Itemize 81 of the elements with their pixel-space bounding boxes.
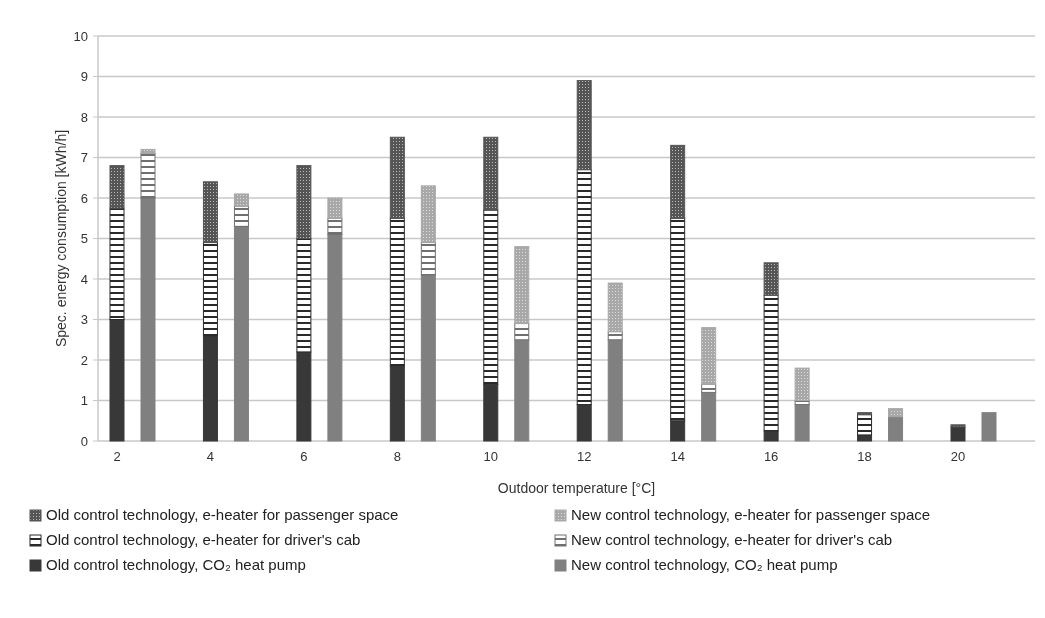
bar bbox=[670, 144, 686, 219]
bar bbox=[327, 233, 343, 442]
bar bbox=[888, 408, 904, 418]
bar bbox=[327, 217, 343, 235]
bar bbox=[202, 335, 218, 442]
bar bbox=[327, 197, 343, 219]
bar bbox=[514, 323, 530, 341]
legend-label: New control technology, e-heater for passenger space bbox=[571, 506, 931, 523]
bar bbox=[296, 165, 312, 239]
bar bbox=[701, 391, 717, 442]
bar bbox=[576, 80, 592, 171]
bar bbox=[109, 207, 125, 320]
x-tick-label: 6 bbox=[300, 449, 308, 464]
y-tick-label: 6 bbox=[80, 190, 88, 206]
y-axis-title: Spec. energy consumption [kWh/h] bbox=[53, 129, 69, 348]
legend-label: Old control technology, e-heater for passenger space bbox=[46, 506, 399, 523]
bar bbox=[389, 136, 405, 219]
bar bbox=[950, 426, 966, 442]
bar bbox=[233, 205, 249, 227]
bar bbox=[576, 404, 592, 442]
x-tick-label: 12 bbox=[576, 449, 592, 464]
bar bbox=[763, 294, 779, 432]
bar bbox=[483, 136, 499, 211]
bar bbox=[140, 197, 156, 442]
legend-label: New control technology, e-heater for driver's cab bbox=[571, 531, 893, 548]
bar bbox=[857, 414, 873, 436]
bar bbox=[483, 209, 499, 385]
bar bbox=[670, 420, 686, 442]
x-tick-label: 8 bbox=[393, 449, 401, 464]
legend-label: Old control technology, CO₂ heat pump bbox=[46, 556, 306, 573]
bar bbox=[296, 238, 312, 353]
x-tick-label: 4 bbox=[206, 449, 215, 464]
bar bbox=[420, 185, 436, 244]
bar bbox=[514, 339, 530, 442]
x-tick-label: 2 bbox=[113, 449, 121, 464]
bar bbox=[794, 367, 810, 401]
bar bbox=[233, 193, 249, 207]
x-tick-label: 14 bbox=[670, 449, 685, 464]
y-tick-label: 3 bbox=[80, 312, 88, 328]
bar bbox=[607, 339, 623, 442]
bar bbox=[202, 242, 218, 337]
legend-label: Old control technology, e-heater for driver's cab bbox=[46, 531, 361, 548]
bar bbox=[296, 351, 312, 442]
bar bbox=[514, 246, 530, 325]
bar bbox=[109, 165, 125, 209]
bar bbox=[857, 412, 873, 416]
y-tick-label: 5 bbox=[80, 231, 88, 247]
bar bbox=[607, 282, 623, 333]
bar bbox=[701, 327, 717, 385]
y-tick-label: 0 bbox=[80, 433, 88, 449]
bar bbox=[140, 148, 156, 154]
y-tick-label: 9 bbox=[80, 69, 88, 85]
bar bbox=[763, 430, 779, 442]
y-tick-label: 4 bbox=[80, 271, 88, 287]
bar bbox=[794, 404, 810, 442]
bar bbox=[420, 242, 436, 276]
y-tick-label: 8 bbox=[80, 109, 88, 125]
bar bbox=[483, 383, 499, 442]
bar bbox=[389, 217, 405, 367]
bar bbox=[202, 181, 218, 244]
x-tick-label: 16 bbox=[763, 449, 779, 464]
x-tick-label: 20 bbox=[950, 449, 966, 464]
y-tick-label: 7 bbox=[80, 150, 88, 166]
bar bbox=[233, 225, 249, 442]
y-tick-label: 2 bbox=[80, 352, 88, 368]
bar bbox=[389, 365, 405, 442]
legend-label: New control technology, CO₂ heat pump bbox=[571, 556, 838, 573]
x-axis-title: Outdoor temperature [°C] bbox=[497, 480, 656, 496]
bar bbox=[670, 217, 686, 422]
y-tick-label: 10 bbox=[73, 28, 88, 44]
bar bbox=[950, 424, 966, 428]
x-tick-label: 10 bbox=[483, 449, 499, 464]
bar bbox=[140, 152, 156, 199]
bar bbox=[109, 319, 125, 442]
bar bbox=[888, 416, 904, 442]
x-tick-label: 18 bbox=[857, 449, 872, 464]
y-tick-label: 1 bbox=[80, 393, 88, 409]
bar bbox=[763, 262, 779, 296]
bar bbox=[981, 412, 997, 442]
bar bbox=[420, 274, 436, 442]
bar bbox=[576, 169, 592, 406]
